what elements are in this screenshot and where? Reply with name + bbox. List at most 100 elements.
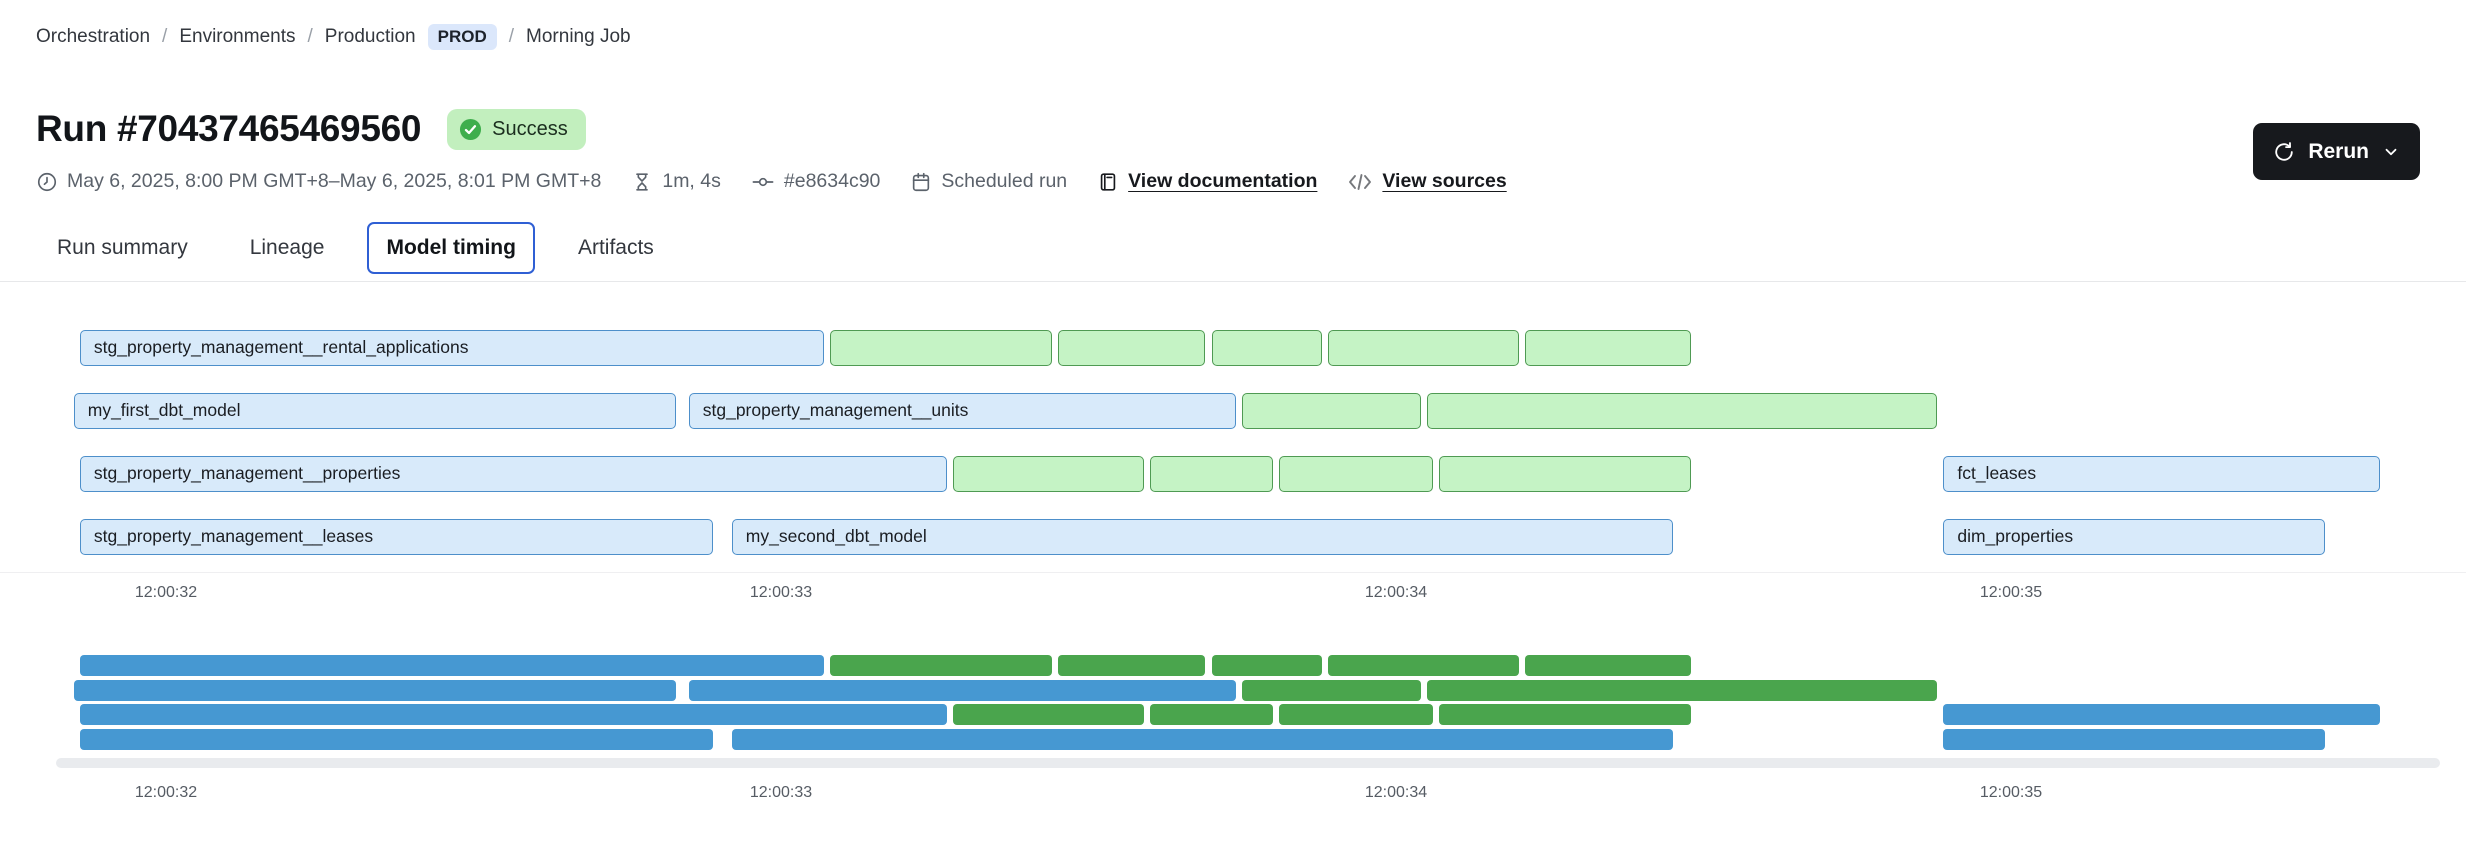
minimap-bar-my_second_dbt_model[interactable] [731,729,1673,750]
gantt-bar-stg_property_management__leases[interactable]: stg_property_management__leases [79,519,714,555]
breadcrumb-separator: / [307,26,313,47]
meta-item[interactable]: View documentation [1097,170,1317,193]
run-metadata-row: May 6, 2025, 8:00 PM GMT+8–May 6, 2025, … [36,170,1507,193]
meta-text: Scheduled run [941,170,1068,192]
tab-bar: Run summary Lineage Model timing Artifacts [38,222,673,274]
minimap-bar[interactable] [1279,704,1433,725]
gantt-bar-stg_property_management__rental_applications[interactable]: stg_property_management__rental_applicat… [79,330,825,366]
gantt-bar-fct_leases[interactable]: fct_leases [1943,456,2380,492]
gantt-bar[interactable] [830,330,1052,366]
meta-item: 1m, 4s [631,170,721,193]
minimap-bar[interactable] [1057,655,1206,676]
gantt-bar[interactable] [1426,393,1938,429]
check-circle-icon [459,118,482,141]
gantt-bar-stg_property_management__properties[interactable]: stg_property_management__properties [79,456,948,492]
minimap-bar[interactable] [953,704,1144,725]
minimap-bar[interactable] [1439,704,1692,725]
minimap-bar-dim_properties[interactable] [1943,729,2325,750]
axis-tick-label: 12:00:34 [1364,784,1428,801]
gantt-bar[interactable] [1150,456,1273,492]
title-row: Run #70437465469560 Success [36,108,586,150]
meta-link-label[interactable]: View documentation [1128,170,1318,192]
minimap-bar[interactable] [1150,704,1273,725]
meta-item: Scheduled run [910,170,1067,193]
gantt-bar-label: stg_property_management__rental_applicat… [93,337,469,357]
tabs-divider [0,281,2466,282]
meta-item[interactable]: View sources [1347,170,1507,193]
minimap-bar[interactable] [830,655,1052,676]
gantt-bar-label: dim_properties [1957,526,2074,546]
gantt-bar-label: my_second_dbt_model [745,526,927,546]
tab-model-timing[interactable]: Model timing [367,222,535,274]
minimap-bar-stg_property_management__rental_applications[interactable] [79,655,825,676]
timeline-minimap[interactable] [0,655,2466,751]
gantt-bar-label: stg_property_management__units [702,400,969,420]
hourglass-icon [631,171,653,193]
minimap-scroll-track[interactable] [56,758,2440,768]
minimap-bar[interactable] [1211,655,1323,676]
tab-artifacts[interactable]: Artifacts [577,236,654,259]
tab-run-summary[interactable]: Run summary [57,236,188,259]
tab-lineage[interactable]: Lineage [249,236,325,259]
axis-tick-label: 12:00:33 [749,584,813,601]
gantt-bar-stg_property_management__units[interactable]: stg_property_management__units [688,393,1237,429]
minimap-bar-stg_property_management__leases[interactable] [79,729,714,750]
gantt-bar[interactable] [1057,330,1206,366]
refresh-icon [2273,141,2295,163]
environment-badge: PROD [427,24,497,50]
meta-item: #e8634c90 [751,170,881,193]
gantt-bar-label: stg_property_management__properties [93,463,401,483]
status-label: Success [492,117,568,140]
gantt-bar-label: stg_property_management__leases [93,526,374,546]
breadcrumb-item[interactable]: Orchestration [36,26,151,47]
minimap-bar[interactable] [1426,680,1938,701]
axis-tick-label: 12:00:33 [749,784,813,801]
meta-item: May 6, 2025, 8:00 PM GMT+8–May 6, 2025, … [36,170,601,193]
gantt-bar-label: fct_leases [1957,463,2037,483]
minimap-bar-fct_leases[interactable] [1943,704,2380,725]
minimap-bar-my_first_dbt_model[interactable] [73,680,677,701]
breadcrumb-separator: / [162,26,168,47]
axis-tick-label: 12:00:32 [134,584,198,601]
gantt-bar[interactable] [1525,330,1692,366]
breadcrumb-item[interactable]: Environments [179,26,296,47]
minimap-bar[interactable] [1328,655,1519,676]
minimap-bar-stg_property_management__properties[interactable] [79,704,948,725]
rerun-label: Rerun [2308,139,2369,163]
gantt-bar[interactable] [1279,456,1433,492]
page-title: Run #70437465469560 [36,108,422,149]
docs-icon [1097,171,1119,193]
meta-link-label[interactable]: View sources [1382,170,1507,192]
axis-tick-label: 12:00:32 [134,784,198,801]
gantt-bar-my_first_dbt_model[interactable]: my_first_dbt_model [73,393,677,429]
gantt-bar-my_second_dbt_model[interactable]: my_second_dbt_model [731,519,1673,555]
gantt-bar[interactable] [1328,330,1519,366]
meta-text: May 6, 2025, 8:00 PM GMT+8–May 6, 2025, … [67,170,602,192]
clock-icon [36,171,58,193]
breadcrumb-item[interactable]: Morning Job [526,26,631,47]
gantt-bar[interactable] [953,456,1144,492]
commit-icon [751,171,775,193]
breadcrumb-item[interactable]: Production [324,26,416,47]
model-timing-gantt: stg_property_management__rental_applicat… [0,310,2466,573]
meta-text: #e8634c90 [783,170,881,192]
chevron-down-icon [2382,143,2400,161]
gantt-bar-dim_properties[interactable]: dim_properties [1943,519,2325,555]
meta-text: 1m, 4s [662,170,721,192]
minimap-bar[interactable] [1525,655,1692,676]
breadcrumb: Orchestration / Environments / Production PRO… [36,24,631,50]
minimap-bar-stg_property_management__units[interactable] [688,680,1237,701]
minimap-bar[interactable] [1242,680,1421,701]
gantt-bar[interactable] [1439,456,1692,492]
gantt-time-axis: 12:00:32 12:00:33 12:00:34 12:00:35 [0,584,2466,606]
gantt-bar-label: my_first_dbt_model [87,400,241,420]
axis-tick-label: 12:00:34 [1364,584,1428,601]
status-badge: Success [447,108,586,150]
axis-tick-label: 12:00:35 [1979,584,2043,601]
minimap-time-axis: 12:00:32 12:00:33 12:00:34 12:00:35 [0,784,2466,806]
axis-tick-label: 12:00:35 [1979,784,2043,801]
rerun-button[interactable]: Rerun [2253,123,2420,180]
gantt-bar[interactable] [1211,330,1323,366]
code-icon [1347,172,1373,192]
gantt-bar[interactable] [1242,393,1421,429]
